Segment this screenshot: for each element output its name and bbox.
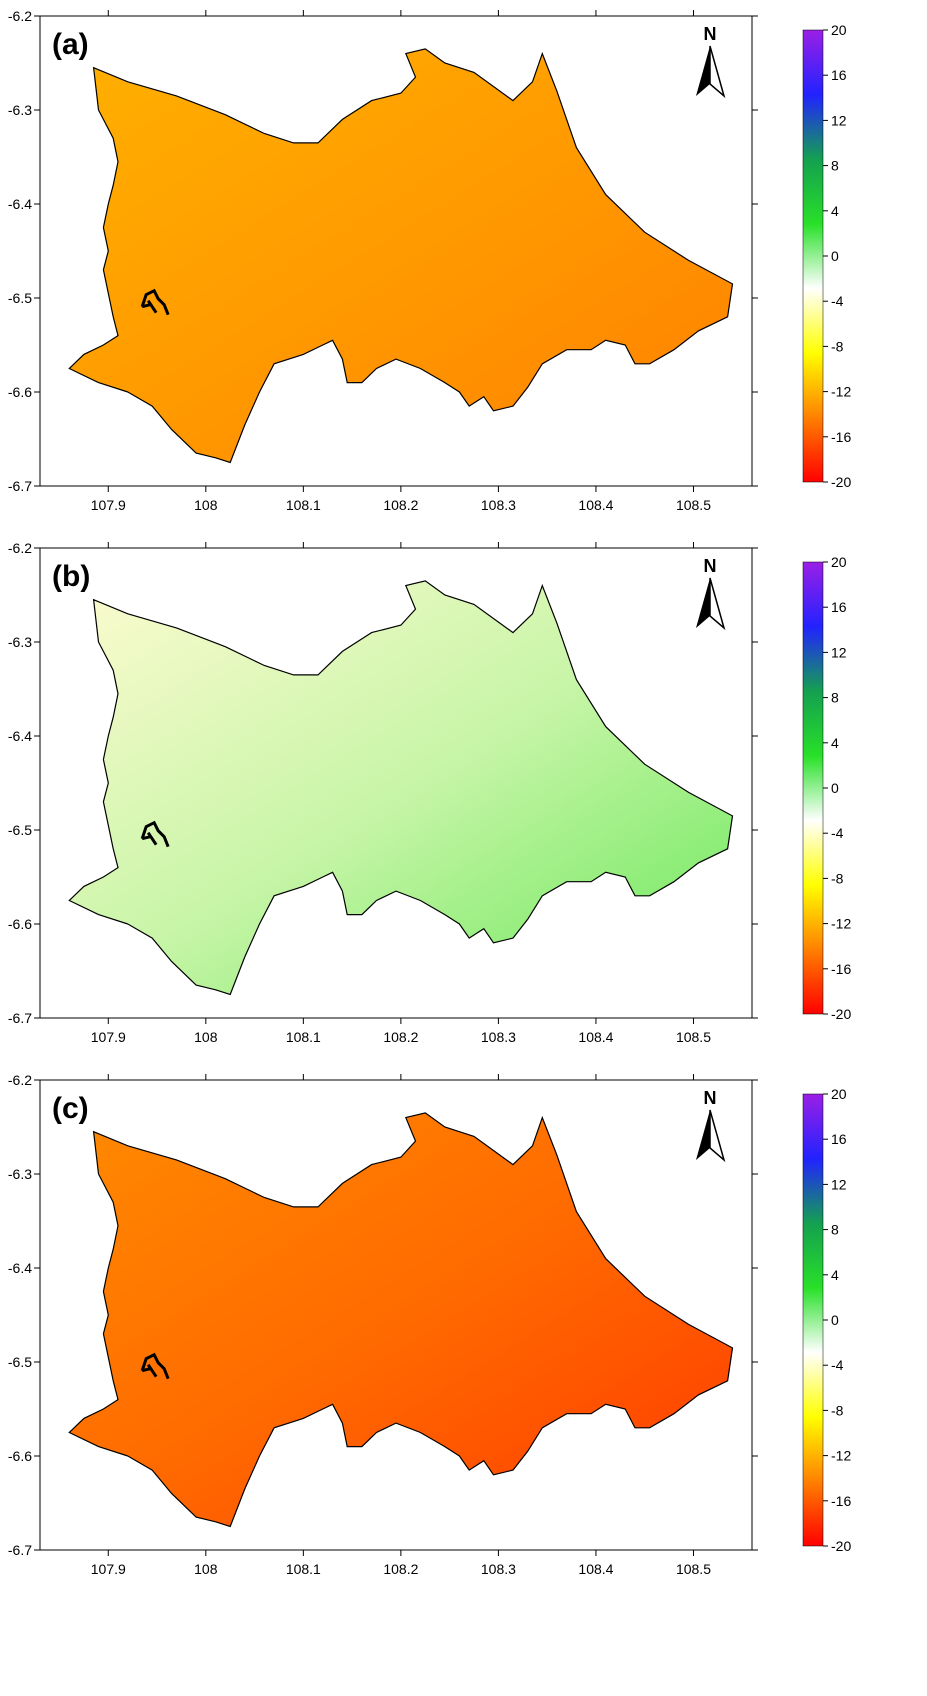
x-tick-label: 108.3 (481, 1561, 516, 1577)
region-shape (68, 1112, 734, 1528)
x-tick-label: 108 (194, 1561, 218, 1577)
map-svg: 107.9 108 108.1 108.2 108.3 108.4 108.5 -6.2 -6.… (8, 8, 852, 513)
color-scale-label: 20 (831, 554, 847, 570)
x-tick-label: 108.4 (578, 1029, 613, 1045)
color-scale-label: 12 (831, 644, 847, 660)
color-scale-label: 0 (831, 1312, 839, 1328)
y-tick-label: -6.5 (8, 290, 32, 306)
color-scale-label: -20 (831, 1006, 851, 1022)
color-scale-label: 12 (831, 112, 847, 128)
color-scale-label: -20 (831, 1538, 851, 1554)
x-tick-label: 108.5 (676, 497, 711, 513)
marker-shape (140, 288, 170, 316)
color-scale-bar (802, 1093, 824, 1547)
x-tick-label: 108.3 (481, 1029, 516, 1045)
color-scale-label: 8 (831, 690, 839, 706)
y-tick-label: -6.4 (8, 728, 32, 744)
x-tick-label: 108 (194, 1029, 218, 1045)
color-scale-bar (802, 561, 824, 1015)
marker-shape (140, 1352, 170, 1380)
marker-shape (140, 820, 170, 848)
color-scale-label: -12 (831, 1448, 851, 1464)
color-scale-label: 4 (831, 203, 839, 219)
y-tick-label: -6.4 (8, 196, 32, 212)
x-tick-label: 108.1 (286, 1029, 321, 1045)
y-tick-label: -6.5 (8, 822, 32, 838)
panel-label: (c) (52, 1092, 89, 1125)
y-tick-label: -6.7 (8, 1010, 32, 1026)
color-scale-label: 12 (831, 1176, 847, 1192)
y-tick-label: -6.2 (8, 540, 32, 556)
x-tick-label: 108.4 (578, 497, 613, 513)
color-scale-label: -4 (831, 825, 844, 841)
color-scale-label: 20 (831, 22, 847, 38)
color-scale-label: -8 (831, 870, 844, 886)
north-arrow-icon (696, 577, 726, 631)
north-label: N (704, 1088, 717, 1108)
color-scale-label: -8 (831, 1402, 844, 1418)
map-frame (39, 547, 753, 1019)
color-scale-label: -4 (831, 293, 844, 309)
map-svg: 107.9 108 108.1 108.2 108.3 108.4 108.5 -6.2 -6.… (8, 540, 852, 1045)
region-shape (68, 48, 734, 464)
y-tick-label: -6.2 (8, 1072, 32, 1088)
x-tick-label: 108.5 (676, 1561, 711, 1577)
color-scale-label: -8 (831, 338, 844, 354)
x-tick-label: 108.2 (383, 1561, 418, 1577)
color-scale-label: -20 (831, 474, 851, 490)
map-svg: 107.9 108 108.1 108.2 108.3 108.4 108.5 -6.2 -6.… (8, 1072, 852, 1577)
color-scale-label: 8 (831, 158, 839, 174)
color-scale-label: -12 (831, 916, 851, 932)
color-scale-label: -16 (831, 429, 851, 445)
x-tick-label: 108.1 (286, 497, 321, 513)
north-label: N (704, 556, 717, 576)
y-tick-label: -6.2 (8, 8, 32, 24)
color-scale-label: 0 (831, 780, 839, 796)
map-frame (39, 1079, 753, 1551)
north-arrow-icon (696, 1109, 726, 1163)
y-tick-label: -6.4 (8, 1260, 32, 1276)
map-frame (39, 15, 753, 487)
x-tick-label: 108.5 (676, 1029, 711, 1045)
map-panel-b: 107.9 108 108.1 108.2 108.3 108.4 108.5 -6.2 -6.… (0, 532, 927, 1092)
color-scale-label: -4 (831, 1357, 844, 1373)
color-scale-label: 4 (831, 735, 839, 751)
x-tick-label: 108 (194, 497, 218, 513)
north-label: N (704, 24, 717, 44)
x-tick-label: 107.9 (91, 1561, 126, 1577)
x-tick-label: 108.3 (481, 497, 516, 513)
map-panel-a: 107.9 108 108.1 108.2 108.3 108.4 108.5 -6.2 -6.… (0, 0, 927, 560)
y-tick-label: -6.6 (8, 384, 32, 400)
color-scale-label: -12 (831, 384, 851, 400)
color-scale-bar (802, 29, 824, 483)
y-tick-label: -6.6 (8, 916, 32, 932)
x-tick-label: 108.1 (286, 1561, 321, 1577)
panel-label: (a) (52, 28, 89, 61)
color-scale-label: 4 (831, 1267, 839, 1283)
y-tick-label: -6.3 (8, 634, 32, 650)
color-scale-label: 8 (831, 1222, 839, 1238)
y-tick-label: -6.7 (8, 478, 32, 494)
region-shape (68, 580, 734, 996)
x-tick-label: 108.2 (383, 497, 418, 513)
panel-label: (b) (52, 560, 90, 593)
color-scale-label: -16 (831, 961, 851, 977)
y-tick-label: -6.3 (8, 1166, 32, 1182)
x-tick-label: 107.9 (91, 497, 126, 513)
color-scale-label: 16 (831, 599, 847, 615)
x-tick-label: 108.4 (578, 1561, 613, 1577)
color-scale-label: 0 (831, 248, 839, 264)
y-tick-label: -6.5 (8, 1354, 32, 1370)
map-panel-c: 107.9 108 108.1 108.2 108.3 108.4 108.5 -6.2 -6.… (0, 1064, 927, 1624)
color-scale-label: -16 (831, 1493, 851, 1509)
x-tick-label: 108.2 (383, 1029, 418, 1045)
color-scale-label: 20 (831, 1086, 847, 1102)
y-tick-label: -6.7 (8, 1542, 32, 1558)
x-tick-label: 107.9 (91, 1029, 126, 1045)
y-tick-label: -6.6 (8, 1448, 32, 1464)
y-tick-label: -6.3 (8, 102, 32, 118)
color-scale-label: 16 (831, 1131, 847, 1147)
color-scale-label: 16 (831, 67, 847, 83)
north-arrow-icon (696, 45, 726, 99)
